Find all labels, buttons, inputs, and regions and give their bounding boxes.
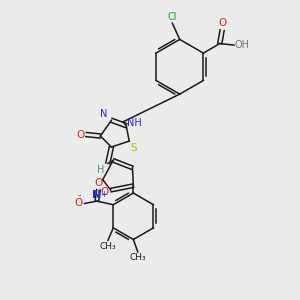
Text: O: O — [218, 18, 226, 28]
Text: -: - — [78, 190, 81, 200]
Text: O: O — [100, 187, 108, 196]
Text: S: S — [131, 143, 137, 154]
Text: O: O — [94, 178, 103, 188]
Text: NH: NH — [127, 118, 142, 128]
Text: O: O — [75, 199, 83, 208]
Text: Cl: Cl — [167, 12, 177, 22]
Text: N: N — [100, 109, 108, 119]
Text: +: + — [100, 190, 107, 199]
Text: H: H — [97, 165, 104, 175]
Text: CH₃: CH₃ — [130, 254, 146, 262]
Text: CH₃: CH₃ — [100, 242, 116, 251]
Text: OH: OH — [235, 40, 250, 50]
Text: O: O — [76, 130, 85, 140]
Text: N: N — [92, 190, 102, 200]
